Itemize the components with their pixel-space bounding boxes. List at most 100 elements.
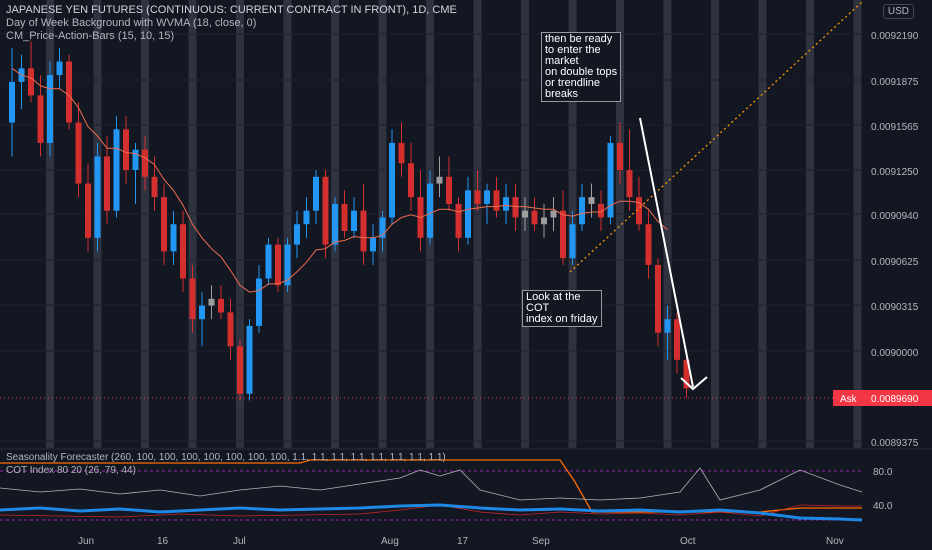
friday-stripe xyxy=(711,0,719,448)
level-80-label: 80.0 xyxy=(873,467,893,478)
candle-body xyxy=(275,244,281,286)
candle-body xyxy=(588,197,595,204)
time-axis[interactable]: Jun 16 Jul Aug 17 Sep Oct Nov xyxy=(78,536,844,547)
candle-body xyxy=(664,319,671,333)
candle-body xyxy=(37,95,44,143)
candle-body xyxy=(360,210,367,252)
candle-body xyxy=(512,197,519,218)
candle-body xyxy=(427,183,433,238)
friday-stripe xyxy=(853,0,862,448)
last-price-badge: Ask 0.0089690 xyxy=(833,390,932,406)
candle-body xyxy=(142,149,148,177)
level-80-badge xyxy=(863,465,932,478)
candle-body xyxy=(455,203,462,238)
note-cot-index[interactable]: Look at the COT index on friday xyxy=(522,290,602,327)
price-tick: 0.0089375 xyxy=(871,438,919,449)
indicator-wvma-label[interactable]: Day of Week Background with WVMA (18, cl… xyxy=(6,17,257,29)
candle-body xyxy=(341,203,348,232)
candle-body xyxy=(493,190,500,211)
candle-body xyxy=(294,224,300,245)
candle-body xyxy=(104,156,110,211)
candle-body xyxy=(85,183,91,238)
price-tick: 0.0091250 xyxy=(871,167,919,178)
candle-body xyxy=(246,325,253,394)
ask-label: Ask xyxy=(840,394,858,405)
arrow-head xyxy=(680,376,708,391)
candle-body xyxy=(531,210,538,225)
candle-body xyxy=(199,305,205,320)
candle-body xyxy=(47,75,53,143)
candle-body xyxy=(579,197,585,225)
friday-stripe xyxy=(663,0,672,448)
price-tick: 0.0091565 xyxy=(871,122,919,133)
candle-body xyxy=(503,197,509,211)
time-label: Jun xyxy=(78,536,94,547)
friday-stripe xyxy=(283,0,292,448)
candle-body xyxy=(408,163,414,198)
indicator-pab-label[interactable]: CM_Price-Action-Bars (15, 10, 15) xyxy=(6,30,175,42)
friday-stripe xyxy=(236,0,244,448)
candle-body xyxy=(446,176,452,204)
dotted-trendline[interactable] xyxy=(569,1,863,273)
grid-lines xyxy=(0,33,862,442)
time-label: Aug xyxy=(381,536,399,547)
price-tick: 0.0090315 xyxy=(871,302,919,313)
candle-body xyxy=(389,142,395,218)
price-tick: 0.0090940 xyxy=(871,211,919,222)
candle-body xyxy=(598,203,604,218)
lower-pane: 80.0 40.0 xyxy=(0,459,932,522)
candle-body xyxy=(208,298,215,306)
friday-stripe xyxy=(141,0,149,448)
candle-body xyxy=(484,190,490,204)
arrow-line[interactable] xyxy=(639,117,694,388)
candle-body xyxy=(626,170,633,198)
price-tick: 0.0091875 xyxy=(871,77,919,88)
seasonality-label[interactable]: Seasonality Forecaster (260, 100, 100, 1… xyxy=(6,452,446,463)
candle-body xyxy=(123,129,129,171)
candle-body xyxy=(151,176,158,198)
seasonality-line xyxy=(0,459,862,513)
candle-body xyxy=(332,203,338,245)
last-price-value: 0.0089690 xyxy=(871,394,919,405)
candle-body xyxy=(522,210,528,218)
friday-stripe xyxy=(806,0,814,448)
candle-body xyxy=(636,197,642,225)
time-label: 17 xyxy=(457,536,469,547)
candle-body xyxy=(370,237,376,252)
candle-body xyxy=(569,224,576,259)
candle-body xyxy=(398,142,405,164)
chart-title: JAPANESE YEN FUTURES (CONTINUOUS: CURREN… xyxy=(6,4,457,16)
level-40-label: 40.0 xyxy=(873,501,893,512)
candle-body xyxy=(227,312,234,347)
time-label: 16 xyxy=(157,536,169,547)
candle-body xyxy=(170,224,177,252)
candle-body xyxy=(674,319,680,360)
candle-body xyxy=(94,156,101,238)
friday-stripe xyxy=(758,0,767,448)
currency-badge[interactable]: USD xyxy=(882,4,914,19)
candle-body xyxy=(465,190,471,238)
candle-body xyxy=(66,61,72,123)
cot-index-line xyxy=(0,503,863,522)
time-label: Oct xyxy=(680,536,696,547)
day-of-week-stripes xyxy=(46,0,862,448)
candle-body xyxy=(265,244,272,279)
price-tick: 0.0090625 xyxy=(871,257,919,268)
candle-body xyxy=(379,217,386,238)
cot-secondary-line xyxy=(0,467,863,501)
candle-body xyxy=(645,224,652,265)
candle-body xyxy=(351,210,357,232)
time-label: Jul xyxy=(233,536,246,547)
candle-body xyxy=(180,224,186,279)
candle-body xyxy=(28,68,34,96)
cot-index-label[interactable]: COT Index 80 20 (26, 79, 44) xyxy=(6,465,136,476)
candle-body xyxy=(189,278,196,320)
candle-body xyxy=(113,129,120,211)
note-enter-market[interactable]: then be ready to enter the market on dou… xyxy=(541,32,622,102)
candle-body xyxy=(132,149,139,171)
candle-body xyxy=(284,244,291,286)
candlestick-series xyxy=(9,41,690,401)
friday-stripe xyxy=(473,0,482,448)
price-scale[interactable]: 0.0092190 0.0091875 0.0091565 0.0091250 … xyxy=(871,31,919,449)
